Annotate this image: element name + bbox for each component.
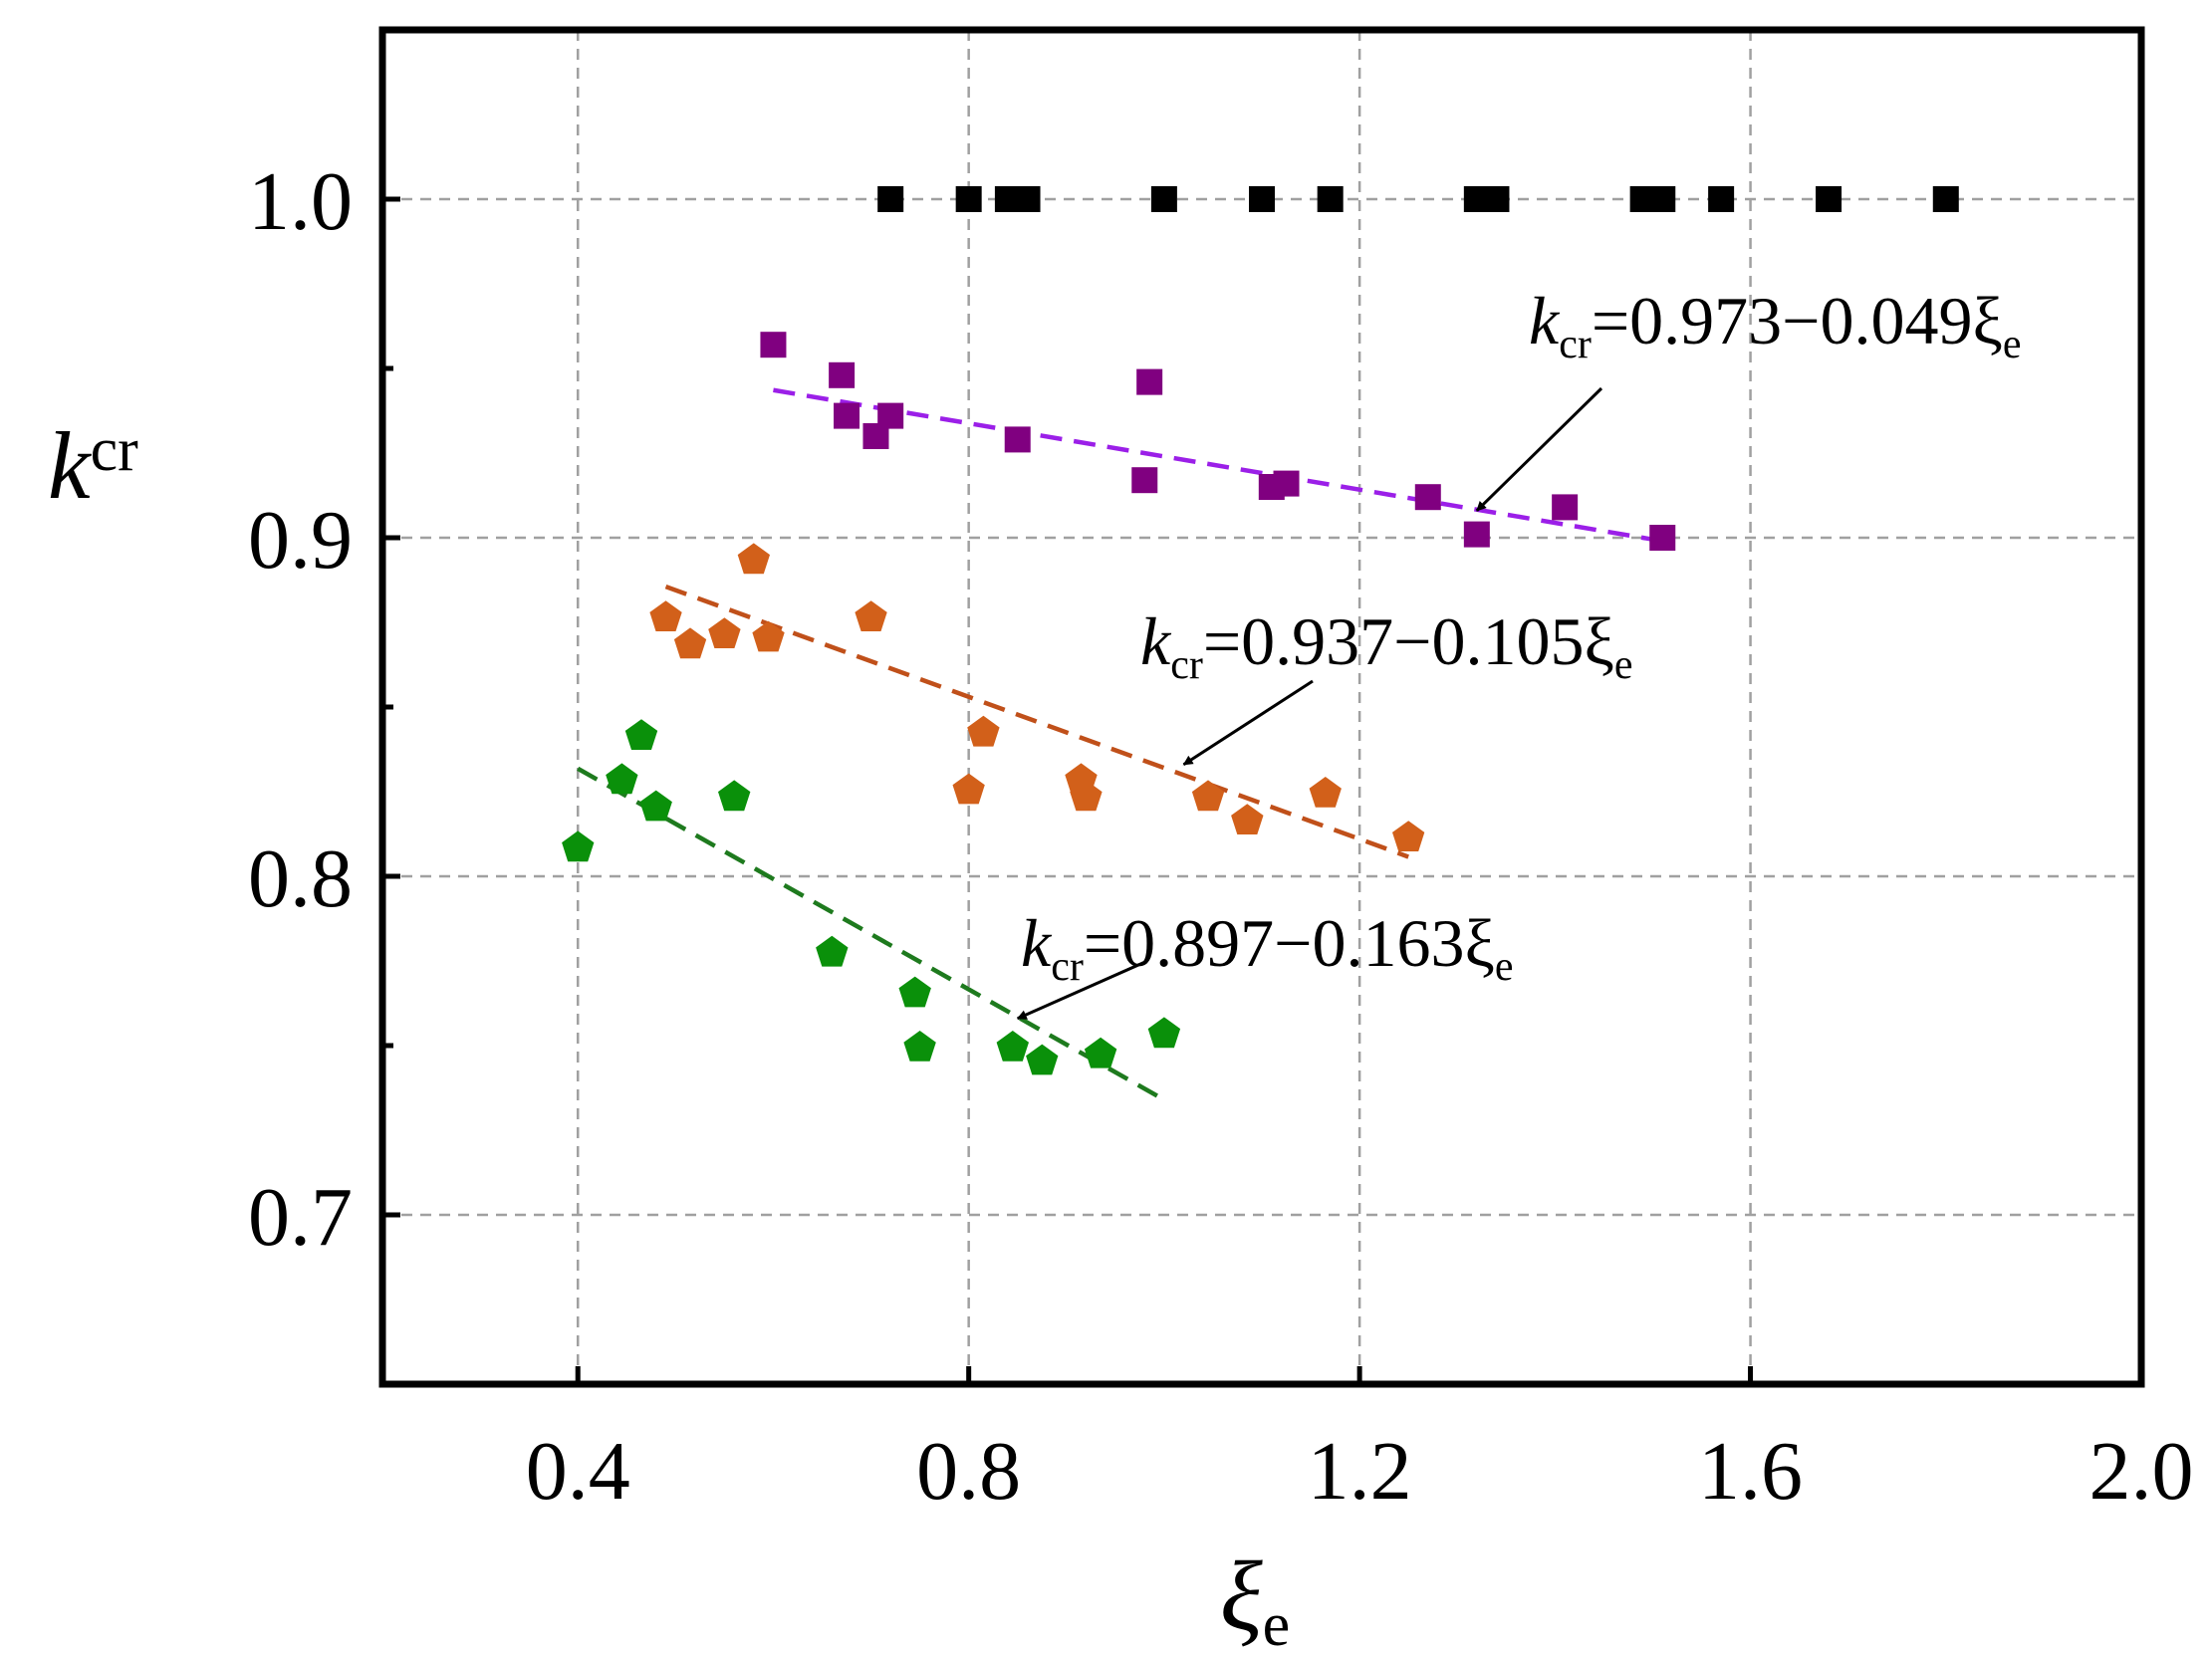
point-orange-13	[1392, 821, 1425, 851]
fit-line-green	[577, 766, 1165, 1102]
point-purple-1	[829, 361, 856, 388]
point-black-13	[1932, 186, 1959, 212]
fit-line-purple	[773, 387, 1663, 544]
point-purple-11	[1463, 521, 1490, 548]
point-orange-10	[1191, 780, 1225, 812]
point-orange-4	[752, 620, 785, 652]
point-purple-2	[834, 402, 860, 429]
point-green-3	[639, 790, 672, 822]
point-black-12	[1816, 186, 1843, 212]
y-axis-subscript: cr	[91, 416, 139, 484]
point-black-1	[955, 186, 982, 212]
x-tick-label-1: 0.8	[916, 1425, 1021, 1518]
point-purple-10	[1414, 484, 1441, 511]
point-green-5	[816, 935, 849, 967]
x-axis-subscript: e	[1263, 1591, 1291, 1657]
x-tick-label-3: 1.6	[1698, 1425, 1803, 1518]
point-orange-5	[855, 600, 887, 631]
point-purple-4	[877, 402, 904, 429]
annotation-green: kcr=0.897−0.163ξe	[1021, 905, 1514, 990]
annotation-arrow-orange	[1182, 679, 1314, 767]
point-black-0	[877, 186, 904, 212]
point-green-4	[718, 780, 751, 812]
y-tick-label-1: 0.8	[248, 832, 353, 925]
y-tick-label-3: 1.0	[248, 155, 353, 248]
point-green-0	[562, 830, 595, 862]
point-purple-5	[1004, 426, 1031, 453]
annotation-orange: kcr=0.937−0.105ξe	[1140, 603, 1633, 688]
point-purple-9	[1273, 470, 1300, 497]
point-green-10	[1084, 1037, 1117, 1068]
point-green-11	[1147, 1017, 1181, 1049]
data-points	[562, 186, 1959, 1075]
point-purple-13	[1649, 525, 1676, 551]
y-tick-label-0: 0.7	[248, 1171, 353, 1264]
grid	[382, 30, 2141, 1384]
x-axis-symbol: ξ	[1220, 1540, 1263, 1651]
axis-ticks: 0.4 0.8 1.2 1.6 2.0 0.7 0.8 0.9 1.0	[248, 155, 2194, 1518]
point-black-10	[1649, 186, 1676, 212]
point-orange-1	[673, 627, 707, 659]
y-axis-title: kcr	[48, 412, 138, 519]
y-tick-label-2: 0.9	[248, 494, 353, 587]
point-purple-6	[1131, 467, 1158, 494]
point-black-6	[1317, 186, 1344, 212]
annotations: kcr=0.973−0.049ξe kcr=0.937−0.105ξe kcr=0.…	[1016, 283, 2022, 1021]
point-green-6	[898, 976, 931, 1008]
point-green-2	[624, 719, 658, 750]
x-tick-label-2: 1.2	[1308, 1425, 1412, 1518]
point-green-1	[606, 763, 638, 795]
point-purple-0	[760, 332, 787, 358]
x-axis-title: ξe	[1220, 1540, 1290, 1657]
point-purple-12	[1552, 494, 1579, 521]
annotation-arrow-purple	[1475, 386, 1603, 512]
x-tick-label-0: 0.4	[526, 1425, 630, 1518]
point-black-8	[1483, 186, 1510, 212]
point-green-8	[996, 1031, 1029, 1062]
point-green-7	[903, 1031, 936, 1062]
point-green-9	[1026, 1044, 1059, 1075]
point-black-11	[1708, 186, 1735, 212]
y-axis-symbol: k	[48, 412, 93, 519]
annotation-arrow-green	[1016, 959, 1148, 1021]
point-orange-6	[952, 773, 985, 805]
point-orange-7	[967, 715, 1000, 747]
point-black-4	[1150, 186, 1177, 212]
point-orange-12	[1309, 777, 1342, 808]
x-tick-label-4: 2.0	[2089, 1425, 2194, 1518]
point-orange-9	[1070, 780, 1103, 812]
point-purple-7	[1136, 368, 1163, 395]
point-orange-11	[1231, 804, 1264, 834]
annotation-purple: kcr=0.973−0.049ξe	[1529, 283, 2022, 367]
point-orange-3	[737, 543, 770, 575]
point-orange-0	[649, 600, 682, 631]
plot-frame	[378, 26, 2145, 1388]
point-orange-2	[708, 617, 741, 648]
point-black-3	[1014, 186, 1041, 212]
point-black-5	[1249, 186, 1275, 212]
fit-lines	[577, 387, 1663, 1102]
fit-line-orange	[664, 585, 1409, 859]
